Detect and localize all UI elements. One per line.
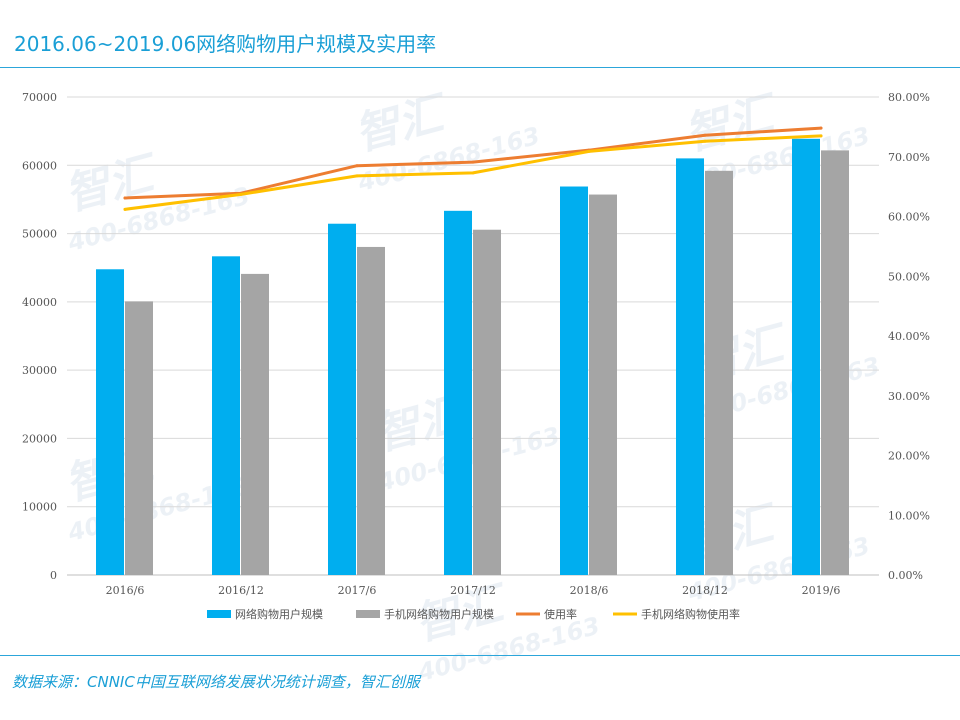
y-tick-label: 60000 bbox=[22, 159, 57, 172]
x-tick-label: 2016/6 bbox=[106, 584, 145, 597]
legend-label: 网络购物用户规模 bbox=[235, 607, 323, 621]
line-point bbox=[703, 139, 707, 143]
bar bbox=[560, 186, 588, 575]
bar bbox=[96, 269, 124, 575]
line-series bbox=[123, 126, 823, 211]
x-tick-label: 2017/6 bbox=[338, 584, 377, 597]
source-note: 数据来源：CNNIC中国互联网络发展状况统计调查，智汇创服 bbox=[12, 673, 420, 691]
legend-label: 手机网络购物用户规模 bbox=[384, 607, 494, 621]
y2-tick-label: 20.00% bbox=[888, 450, 930, 463]
y2-tick-label: 60.00% bbox=[888, 211, 930, 224]
line-point bbox=[123, 196, 127, 200]
title-divider bbox=[0, 67, 960, 68]
line-point bbox=[819, 134, 823, 138]
bar bbox=[328, 223, 356, 575]
legend-label: 使用率 bbox=[544, 607, 577, 621]
y2-tick-label: 10.00% bbox=[888, 509, 930, 522]
page-title: 2016.06~2019.06网络购物用户规模及实用率 bbox=[14, 32, 437, 56]
bar-series bbox=[96, 138, 849, 576]
bar bbox=[821, 150, 849, 575]
line-point bbox=[703, 133, 707, 137]
bar bbox=[705, 170, 733, 575]
y2-tick-label: 30.00% bbox=[888, 390, 930, 403]
line-point bbox=[587, 149, 591, 153]
bar bbox=[357, 246, 385, 575]
x-tick-label: 2017/12 bbox=[450, 584, 496, 597]
y-tick-label: 40000 bbox=[22, 296, 57, 309]
line-point bbox=[239, 192, 243, 196]
y2-tick-label: 40.00% bbox=[888, 330, 930, 343]
x-tick-label: 2016/12 bbox=[218, 584, 264, 597]
line-point bbox=[819, 126, 823, 130]
x-tick-label: 2018/6 bbox=[570, 584, 609, 597]
bar bbox=[241, 273, 269, 575]
legend-swatch bbox=[207, 610, 231, 618]
line-point bbox=[355, 164, 359, 168]
y-tick-label: 20000 bbox=[22, 432, 57, 445]
bar bbox=[444, 210, 472, 575]
y-tick-label: 0 bbox=[50, 569, 57, 582]
y2-tick-label: 50.00% bbox=[888, 270, 930, 283]
y-tick-label: 30000 bbox=[22, 364, 57, 377]
bar bbox=[792, 138, 820, 575]
bar bbox=[212, 256, 240, 575]
legend-swatch bbox=[356, 610, 380, 618]
legend-label: 手机网络购物使用率 bbox=[641, 607, 740, 621]
line-point bbox=[471, 160, 475, 164]
axis-labels: 0 10000 20000 30000 40000 50000 60000 70000 0.00… bbox=[22, 91, 930, 597]
bar bbox=[589, 194, 617, 575]
y-tick-label: 70000 bbox=[22, 91, 57, 104]
footer-divider bbox=[0, 655, 960, 656]
y2-tick-label: 70.00% bbox=[888, 151, 930, 164]
bar bbox=[676, 158, 704, 576]
legend: 网络购物用户规模 手机网络购物用户规模 使用率 手机网络购物使用率 bbox=[207, 607, 740, 621]
bar bbox=[125, 301, 153, 575]
x-tick-label: 2018/12 bbox=[682, 584, 728, 597]
line-point bbox=[355, 174, 359, 178]
y-tick-label: 50000 bbox=[22, 228, 57, 241]
bar bbox=[473, 229, 501, 576]
y2-tick-label: 0.00% bbox=[888, 569, 923, 582]
line-point bbox=[123, 207, 127, 211]
y-tick-label: 10000 bbox=[22, 501, 57, 514]
line-point bbox=[471, 171, 475, 175]
x-tick-label: 2019/6 bbox=[802, 584, 841, 597]
y2-tick-label: 80.00% bbox=[888, 91, 930, 104]
